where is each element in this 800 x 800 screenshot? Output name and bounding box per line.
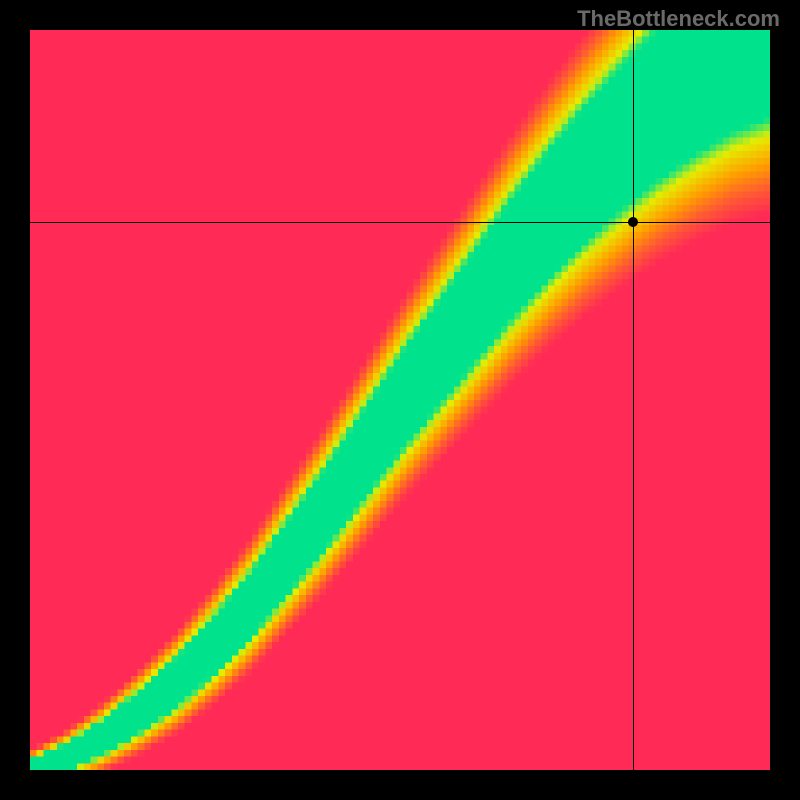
watermark-text: TheBottleneck.com bbox=[577, 6, 780, 32]
crosshair-intersection-marker bbox=[628, 217, 638, 227]
chart-container: TheBottleneck.com bbox=[0, 0, 800, 800]
bottleneck-heatmap bbox=[30, 30, 770, 770]
crosshair-horizontal bbox=[30, 222, 770, 223]
crosshair-vertical bbox=[633, 30, 634, 770]
